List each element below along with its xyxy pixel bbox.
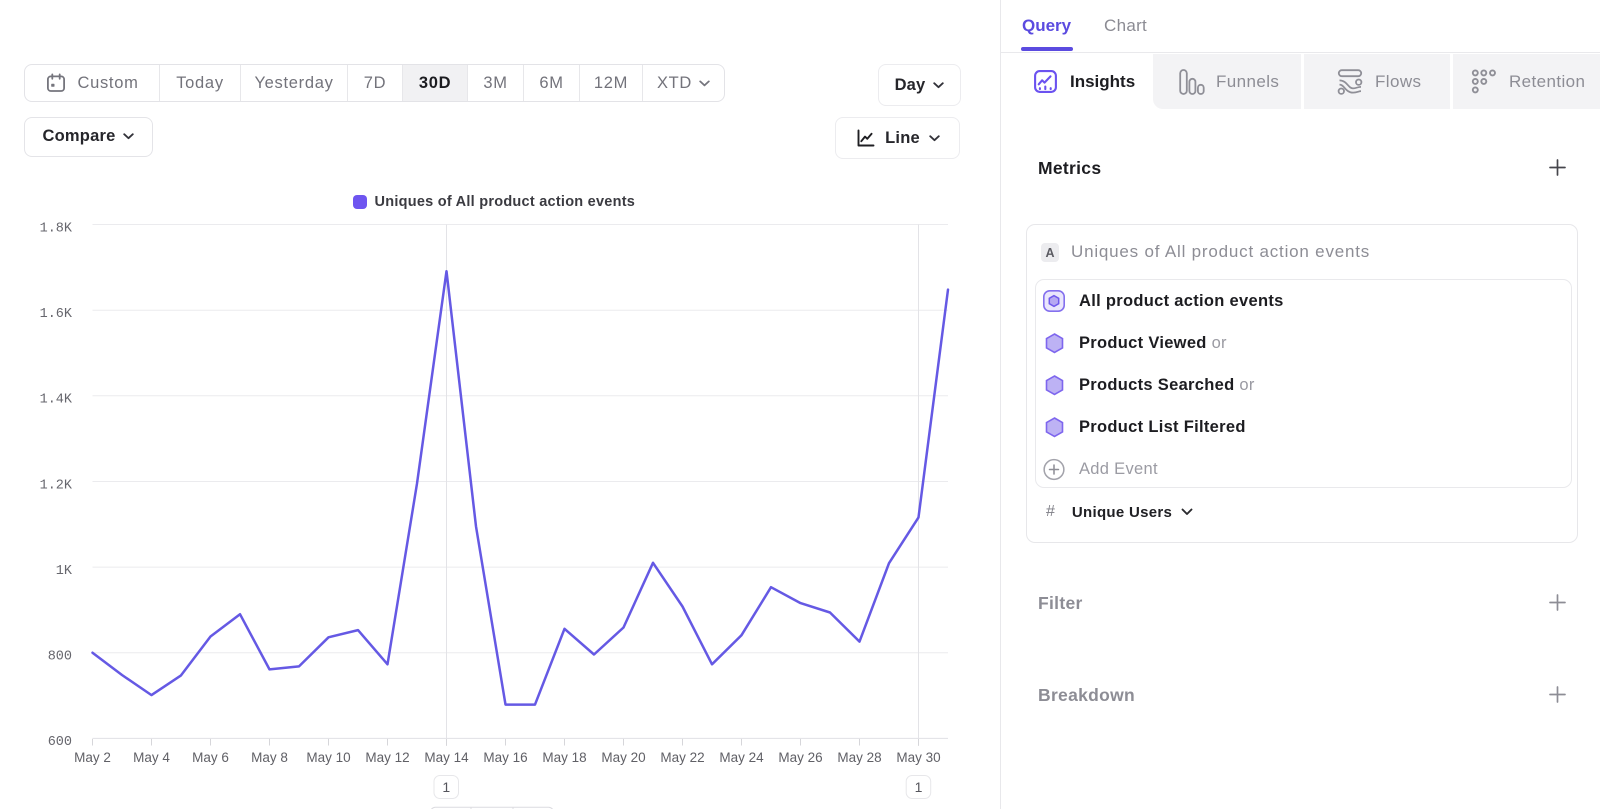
svg-text:May 4: May 4 [133, 750, 170, 765]
svg-text:May 22: May 22 [660, 750, 704, 765]
svg-text:May 30: May 30 [896, 750, 940, 765]
svg-text:1.6K: 1.6K [40, 307, 73, 322]
svg-text:May 6: May 6 [192, 750, 229, 765]
svg-text:1.4K: 1.4K [40, 393, 73, 408]
svg-text:May 14: May 14 [424, 750, 469, 765]
svg-text:May 18: May 18 [542, 750, 586, 765]
svg-text:May 24: May 24 [719, 750, 764, 765]
svg-text:May 10: May 10 [306, 750, 350, 765]
svg-text:May 2: May 2 [74, 750, 111, 765]
svg-text:1.8K: 1.8K [40, 221, 73, 236]
svg-text:May 16: May 16 [483, 750, 527, 765]
svg-text:May 20: May 20 [601, 750, 645, 765]
svg-text:600: 600 [48, 735, 72, 750]
svg-text:800: 800 [48, 650, 72, 665]
svg-text:1.2K: 1.2K [40, 478, 73, 493]
svg-text:May 26: May 26 [778, 750, 822, 765]
svg-text:May 12: May 12 [365, 750, 409, 765]
svg-text:1: 1 [442, 779, 450, 795]
svg-text:May 28: May 28 [837, 750, 881, 765]
svg-text:May 8: May 8 [251, 750, 288, 765]
svg-text:1K: 1K [56, 564, 73, 579]
svg-text:1: 1 [915, 779, 923, 795]
